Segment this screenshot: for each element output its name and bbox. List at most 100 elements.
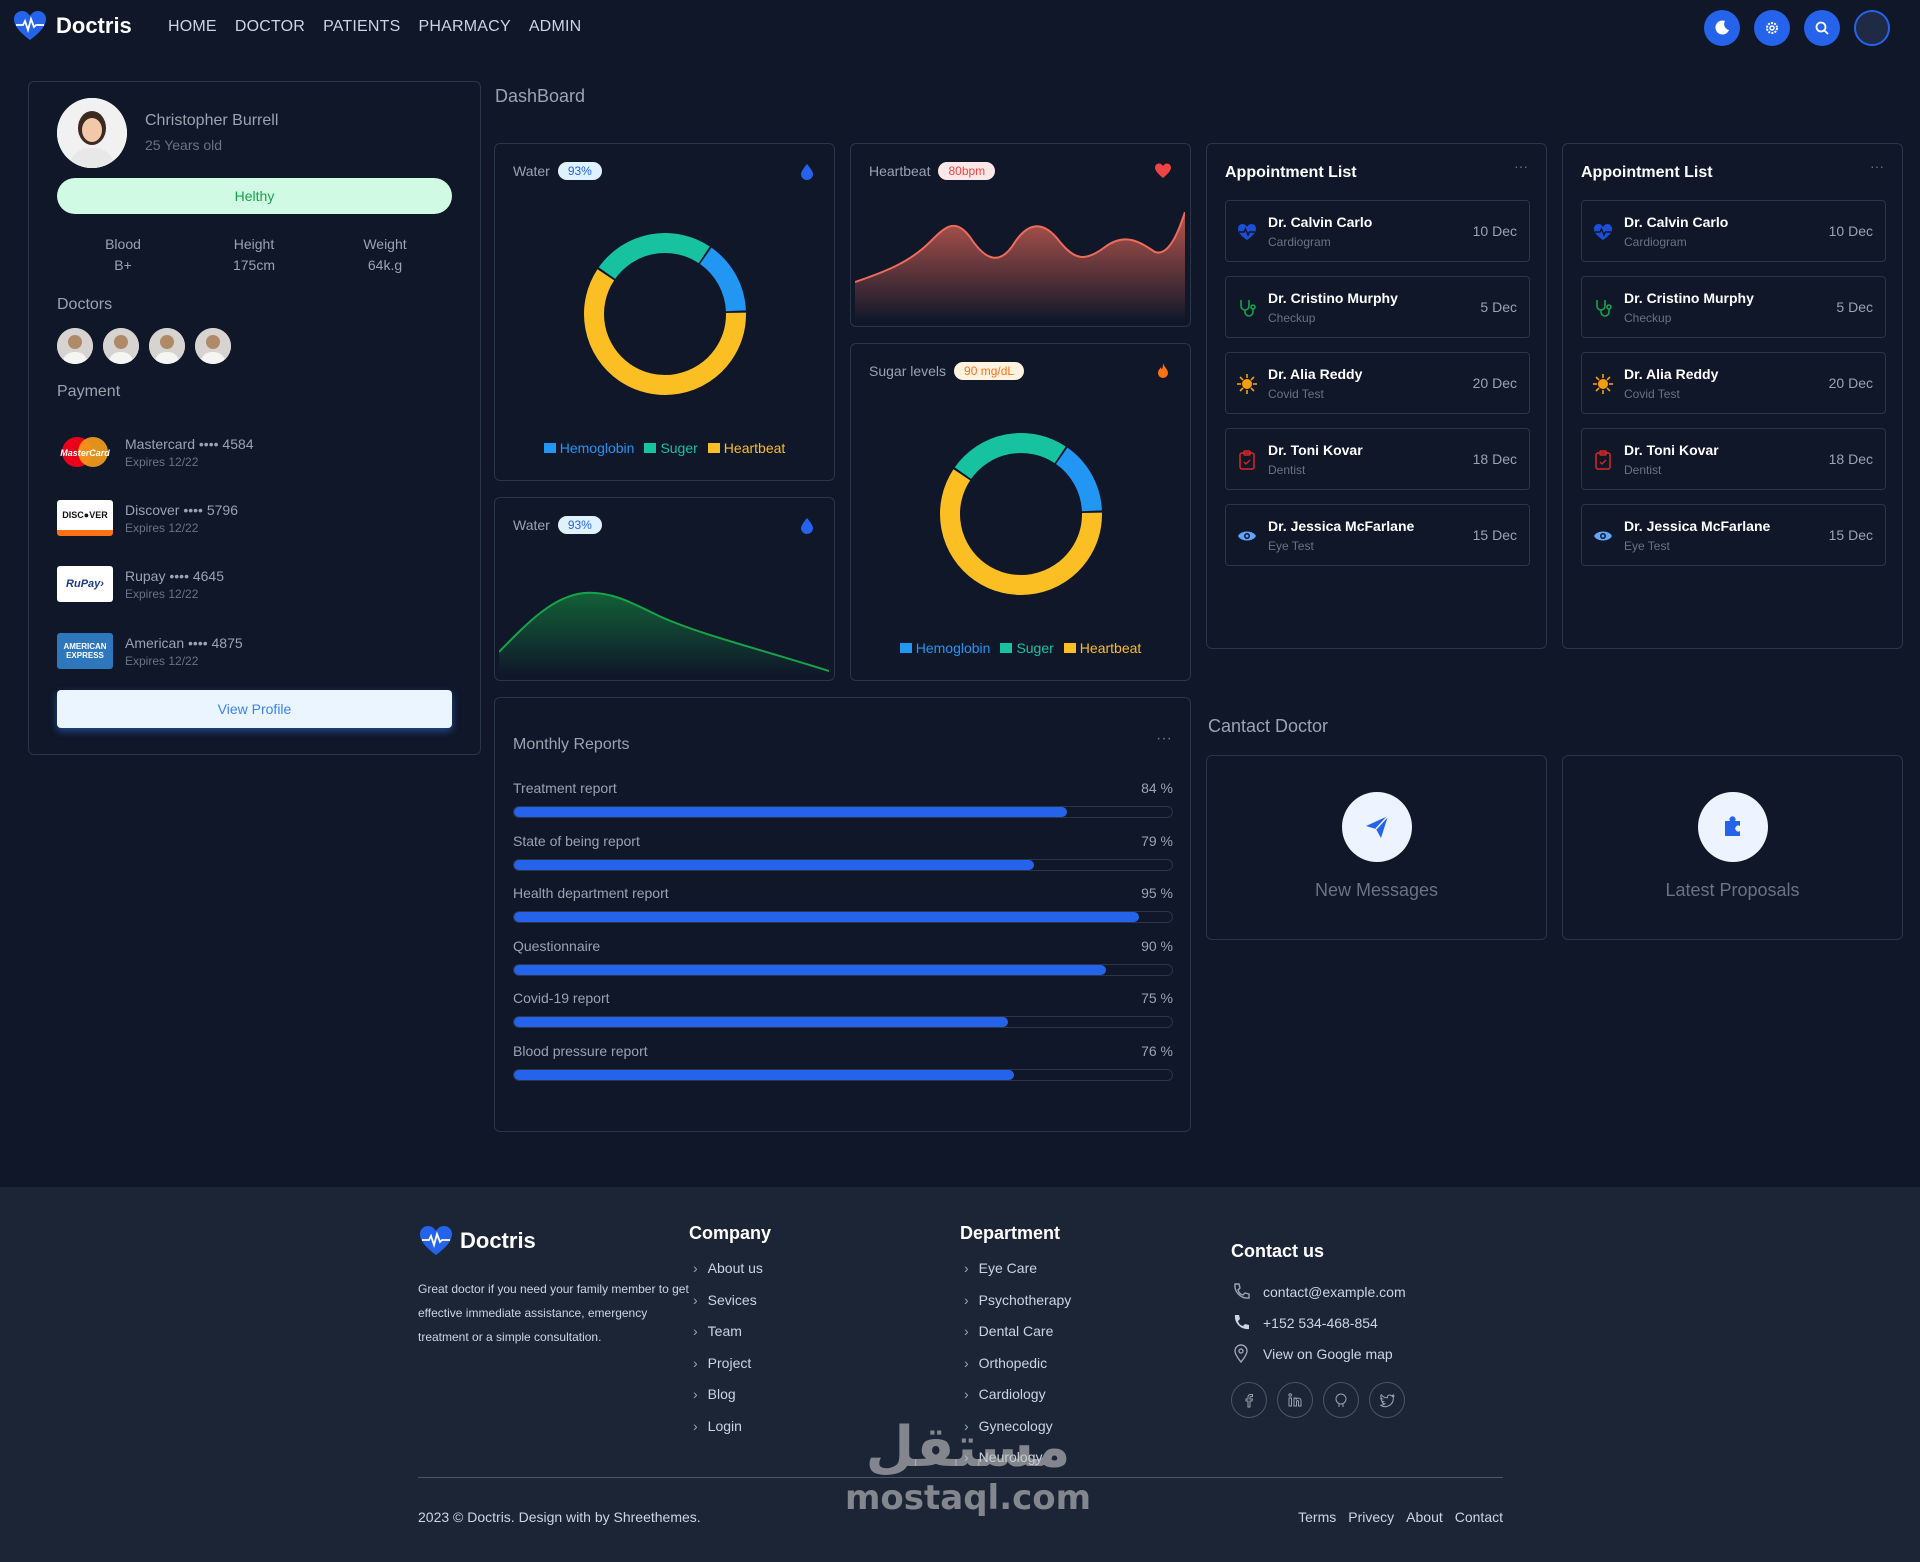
- metric-title: Sugar levels 90 mg/dL: [869, 362, 1025, 380]
- footer-link-terms[interactable]: Terms: [1298, 1509, 1337, 1525]
- report-row: State of being report 79 %: [513, 833, 1173, 871]
- footer-link-team[interactable]: Team: [693, 1323, 763, 1355]
- latest-proposals-card[interactable]: Latest Proposals: [1562, 755, 1903, 940]
- doctor-name: Dr. Calvin Carlo: [1268, 214, 1373, 230]
- nav-admin[interactable]: ADMIN: [528, 18, 582, 35]
- amex-logo: AMERICAN EXPRESS: [57, 633, 113, 669]
- linkedin-icon[interactable]: [1277, 1382, 1313, 1418]
- more-icon[interactable]: ···: [1156, 730, 1172, 747]
- payment-card-mastercard[interactable]: MasterCard Mastercard •••• 4584 Expires 1…: [57, 434, 253, 470]
- report-row: Questionnaire 90 %: [513, 938, 1173, 976]
- nav-doctor[interactable]: DOCTOR: [234, 18, 306, 35]
- footer-link-project[interactable]: Project: [693, 1355, 763, 1387]
- clipboard-icon: [1236, 449, 1258, 471]
- footer-link-dental-care[interactable]: Dental Care: [964, 1323, 1071, 1355]
- report-percent: 76 %: [1141, 1042, 1173, 1059]
- footer-link-blog[interactable]: Blog: [693, 1386, 763, 1418]
- metric-label: Water: [513, 517, 550, 533]
- email-text: contact@example.com: [1263, 1284, 1406, 1300]
- footer-link-orthopedic[interactable]: Orthopedic: [964, 1355, 1071, 1387]
- footer-link-login[interactable]: Login: [693, 1418, 763, 1450]
- footer-brand[interactable]: Doctris: [418, 1223, 536, 1259]
- donut-slice: [584, 233, 746, 396]
- settings-button[interactable]: [1754, 10, 1790, 46]
- heart-pulse-icon: [1592, 221, 1614, 243]
- footer-email[interactable]: contact@example.com: [1231, 1282, 1406, 1302]
- payment-card-discover[interactable]: DISC●VER Discover •••• 5796 Expires 12/22: [57, 500, 238, 536]
- legend-heartbeat: Heartbeat: [707, 440, 785, 456]
- svg-text:MasterCard: MasterCard: [60, 448, 110, 458]
- doctor-name: Dr. Cristino Murphy: [1268, 290, 1398, 306]
- metric-title: Water 93%: [513, 162, 602, 180]
- nav-actions: [1704, 10, 1890, 46]
- appointment-item[interactable]: Dr. Toni Kovar Dentist 18 Dec: [1225, 428, 1530, 490]
- report-label: Treatment report: [513, 780, 617, 796]
- dark-mode-button[interactable]: [1704, 10, 1740, 46]
- facebook-icon[interactable]: [1231, 1382, 1267, 1418]
- appointment-item[interactable]: Dr. Alia Reddy Covid Test 20 Dec: [1225, 352, 1530, 414]
- view-profile-button[interactable]: View Profile: [57, 690, 452, 728]
- stat-weight: Weight 64k.g: [325, 234, 445, 276]
- appointment-item[interactable]: Dr. Jessica McFarlane Eye Test 15 Dec: [1581, 504, 1886, 566]
- report-progress-track: [513, 858, 1173, 871]
- github-icon[interactable]: [1323, 1382, 1359, 1418]
- appointment-item[interactable]: Dr. Jessica McFarlane Eye Test 15 Dec: [1225, 504, 1530, 566]
- map-pin-icon: [1234, 1344, 1248, 1364]
- footer-link-cardiology[interactable]: Cardiology: [964, 1386, 1071, 1418]
- payment-card-amex[interactable]: AMERICAN EXPRESS American •••• 4875 Expire…: [57, 633, 243, 669]
- metric-badge: 90 mg/dL: [954, 362, 1025, 380]
- heart-pulse-logo-icon: [420, 1226, 452, 1255]
- nav-home[interactable]: HOME: [168, 18, 217, 35]
- appointment-item[interactable]: Dr. Calvin Carlo Cardiogram 10 Dec: [1225, 200, 1530, 262]
- more-icon[interactable]: ···: [1514, 158, 1528, 174]
- report-progress-fill: [514, 1069, 1015, 1080]
- appointment-item[interactable]: Dr. Alia Reddy Covid Test 20 Dec: [1581, 352, 1886, 414]
- appointment-type: Cardiogram: [1624, 235, 1687, 249]
- footer-link-services[interactable]: Sevices: [693, 1292, 763, 1324]
- footer-phone[interactable]: +152 534-468-854: [1231, 1313, 1378, 1333]
- footer-link-about[interactable]: About us: [693, 1260, 763, 1292]
- report-row: Blood pressure report 76 %: [513, 1043, 1173, 1081]
- nav-patients[interactable]: PATIENTS: [323, 18, 401, 35]
- twitter-icon[interactable]: [1369, 1382, 1405, 1418]
- footer-link-eye-care[interactable]: Eye Care: [964, 1260, 1071, 1292]
- appointment-item[interactable]: Dr. Cristino Murphy Checkup 5 Dec: [1581, 276, 1886, 338]
- appointment-date: 5 Dec: [1836, 299, 1873, 315]
- appointment-list-card: Appointment List ··· Dr. Calvin Carlo Cardi…: [1562, 143, 1903, 649]
- footer-link-neurology[interactable]: Neurology: [964, 1449, 1071, 1481]
- payment-expiry: Expires 12/22: [125, 454, 199, 469]
- doctor-avatar[interactable]: [57, 328, 93, 364]
- payment-name: American •••• 4875: [125, 634, 243, 651]
- footer-link-about[interactable]: About: [1406, 1509, 1443, 1525]
- stat-label: Blood: [105, 236, 141, 252]
- doctor-avatar[interactable]: [149, 328, 185, 364]
- sugar-donut-chart: [940, 433, 1102, 595]
- payment-card-rupay[interactable]: RuPay› Rupay •••• 4645 Expires 12/22: [57, 566, 224, 602]
- appointment-item[interactable]: Dr. Toni Kovar Dentist 18 Dec: [1581, 428, 1886, 490]
- metric-badge: 93%: [557, 516, 602, 534]
- metric-title: Heartbeat 80bpm: [869, 162, 996, 180]
- appointment-item[interactable]: Dr. Cristino Murphy Checkup 5 Dec: [1225, 276, 1530, 338]
- new-messages-card[interactable]: New Messages: [1206, 755, 1547, 940]
- search-button[interactable]: [1804, 10, 1840, 46]
- doctor-name: Dr. Alia Reddy: [1268, 366, 1363, 382]
- heart-pulse-logo-icon: [14, 11, 46, 40]
- more-icon[interactable]: ···: [1870, 158, 1884, 174]
- footer-link-contact[interactable]: Contact: [1454, 1509, 1503, 1525]
- rupay-logo: RuPay›: [57, 566, 113, 602]
- doctor-name: Dr. Cristino Murphy: [1624, 290, 1754, 306]
- brand[interactable]: Doctris: [12, 8, 132, 44]
- doctor-avatar[interactable]: [103, 328, 139, 364]
- appointment-item[interactable]: Dr. Calvin Carlo Cardiogram 10 Dec: [1581, 200, 1886, 262]
- footer-map[interactable]: View on Google map: [1231, 1344, 1393, 1364]
- nav-pharmacy[interactable]: PHARMACY: [418, 18, 511, 35]
- stethoscope-icon: [1236, 297, 1258, 319]
- legend-hemoglobin: Hemoglobin: [899, 640, 990, 656]
- user-avatar-button[interactable]: [1854, 10, 1890, 46]
- footer-link-psychotherapy[interactable]: Psychotherapy: [964, 1292, 1072, 1324]
- appointment-type: Checkup: [1268, 311, 1316, 325]
- footer-link-privacy[interactable]: Privecy: [1348, 1509, 1395, 1525]
- legend-heartbeat: Heartbeat: [1063, 640, 1141, 656]
- footer-link-gynecology[interactable]: Gynecology: [964, 1418, 1071, 1450]
- doctor-avatar[interactable]: [195, 328, 231, 364]
